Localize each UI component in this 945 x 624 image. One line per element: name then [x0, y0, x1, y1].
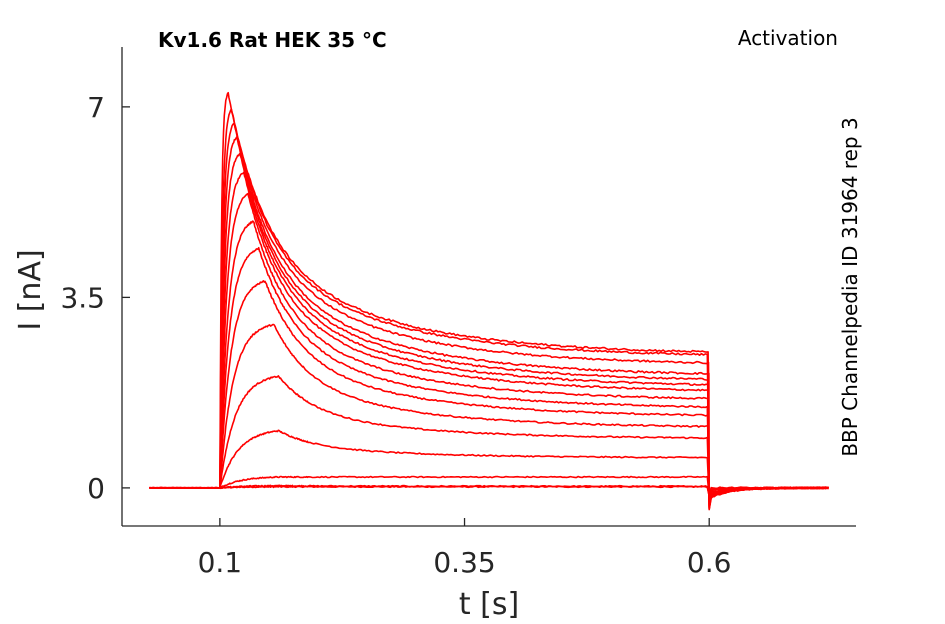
series-line-9	[149, 220, 829, 507]
x-axis-label: t [s]	[459, 587, 519, 622]
series-line-8	[149, 246, 829, 506]
series-line-6	[149, 323, 829, 503]
tick-group: 0.1 0.35 0.6 0 3.5 7	[60, 91, 731, 579]
series-line-11	[149, 171, 829, 508]
series-group	[149, 91, 829, 511]
y-tick-label: 7	[87, 91, 105, 124]
series-line-2	[149, 484, 829, 497]
series-line-12	[149, 152, 829, 509]
y-tick-label: 0	[87, 472, 105, 505]
x-tick-label: 0.35	[433, 546, 495, 579]
side-annotation: BBP Channelpedia ID 31964 rep 3	[838, 117, 862, 456]
y-tick-label: 3.5	[60, 281, 105, 314]
y-axis-label: I [nA]	[13, 249, 48, 330]
chart-title: Kv1.6 Rat HEK 35 °C	[158, 28, 387, 52]
series-line-5	[149, 375, 829, 501]
series-line-10	[149, 192, 829, 507]
series-line-7	[149, 280, 829, 504]
chart-subtitle: Activation	[738, 26, 838, 50]
series-line-4	[149, 429, 829, 499]
x-tick-label: 0.6	[687, 546, 732, 579]
series-line-13	[149, 136, 829, 509]
series-line-15	[149, 108, 829, 510]
series-line-3	[149, 475, 829, 498]
series-line-16	[149, 91, 829, 511]
x-tick-label: 0.1	[198, 546, 243, 579]
series-line-14	[149, 122, 829, 510]
